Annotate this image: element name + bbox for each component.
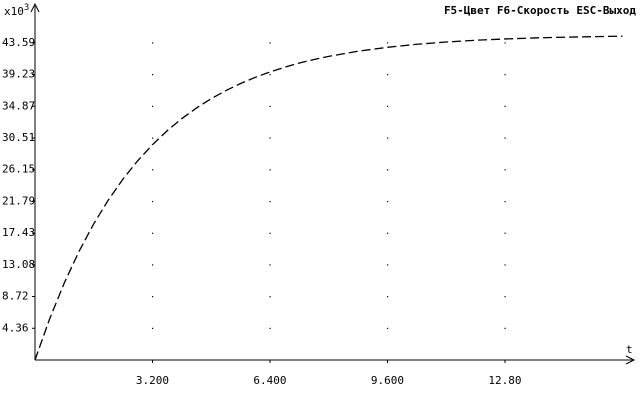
y-axis-base: x10 xyxy=(4,5,24,18)
x-tick-label: 9.600 xyxy=(371,374,404,387)
grid-dot xyxy=(386,232,389,234)
grid-dot xyxy=(504,296,506,298)
grid-dot xyxy=(386,200,389,203)
grid-dot xyxy=(269,42,271,44)
grid-dot xyxy=(151,74,154,76)
grid-dot xyxy=(269,296,271,298)
grid-dot xyxy=(504,137,506,139)
y-tick-label: 43.59 xyxy=(2,36,35,49)
grid-dot xyxy=(151,42,154,44)
grid-dot xyxy=(151,232,154,234)
grid-dot xyxy=(386,74,389,76)
x-tick-label: 12.80 xyxy=(488,374,521,387)
grid-dot xyxy=(151,296,154,298)
y-axis-exponent: 3 xyxy=(24,3,29,13)
grid-dot xyxy=(386,169,389,171)
y-tick-label: 13.08 xyxy=(2,258,35,271)
y-tick-label: 34.87 xyxy=(2,99,35,112)
grid-dot xyxy=(151,169,154,171)
y-tick-label: 4.36 xyxy=(2,321,29,334)
key-hint: F5-Цвет F6-Скорость ESC-Выход xyxy=(444,4,636,17)
grid-dot xyxy=(151,105,154,107)
grid-dot xyxy=(386,296,389,298)
x-axis-arrow xyxy=(625,355,636,365)
y-tick-label: 26.15 xyxy=(2,163,35,176)
y-axis-label: x103 xyxy=(4,3,29,19)
grid-dot xyxy=(151,327,154,329)
y-axis-arrow xyxy=(30,2,40,13)
x-tick-label: 3.200 xyxy=(136,374,169,387)
grid-dot xyxy=(386,137,389,139)
x-axis-label: t xyxy=(626,343,633,356)
grid-dot xyxy=(269,232,271,234)
grid-dot xyxy=(151,137,154,139)
y-tick-label: 30.51 xyxy=(2,131,35,144)
y-tick-label: 39.23 xyxy=(2,68,35,81)
grid-dot xyxy=(504,232,506,234)
grid-dot xyxy=(504,327,506,329)
grid-dot xyxy=(504,105,506,107)
grid-dot xyxy=(386,42,389,44)
y-tick-label: 17.43 xyxy=(2,226,35,239)
grid-dot xyxy=(269,74,271,76)
grid-dot xyxy=(386,327,389,329)
grid-dot xyxy=(269,264,271,266)
grid-dot xyxy=(386,264,389,266)
grid-dot xyxy=(504,200,506,203)
grid-dot xyxy=(504,264,506,266)
grid-dot xyxy=(269,200,271,203)
y-tick-label: 8.72 xyxy=(2,290,29,303)
grid-dot xyxy=(151,200,154,203)
grid-dot xyxy=(269,327,271,329)
line-series xyxy=(34,35,623,361)
grid-dot xyxy=(269,137,271,139)
grid-dot xyxy=(386,105,389,107)
grid-dot xyxy=(504,74,506,76)
grid-dot xyxy=(269,169,271,171)
grid-dot xyxy=(269,105,271,107)
y-tick-label: 21.79 xyxy=(2,194,35,207)
x-tick-label: 6.400 xyxy=(253,374,286,387)
grid-dot xyxy=(504,169,506,171)
grid-dot xyxy=(504,42,506,44)
grid-dot xyxy=(151,264,154,266)
